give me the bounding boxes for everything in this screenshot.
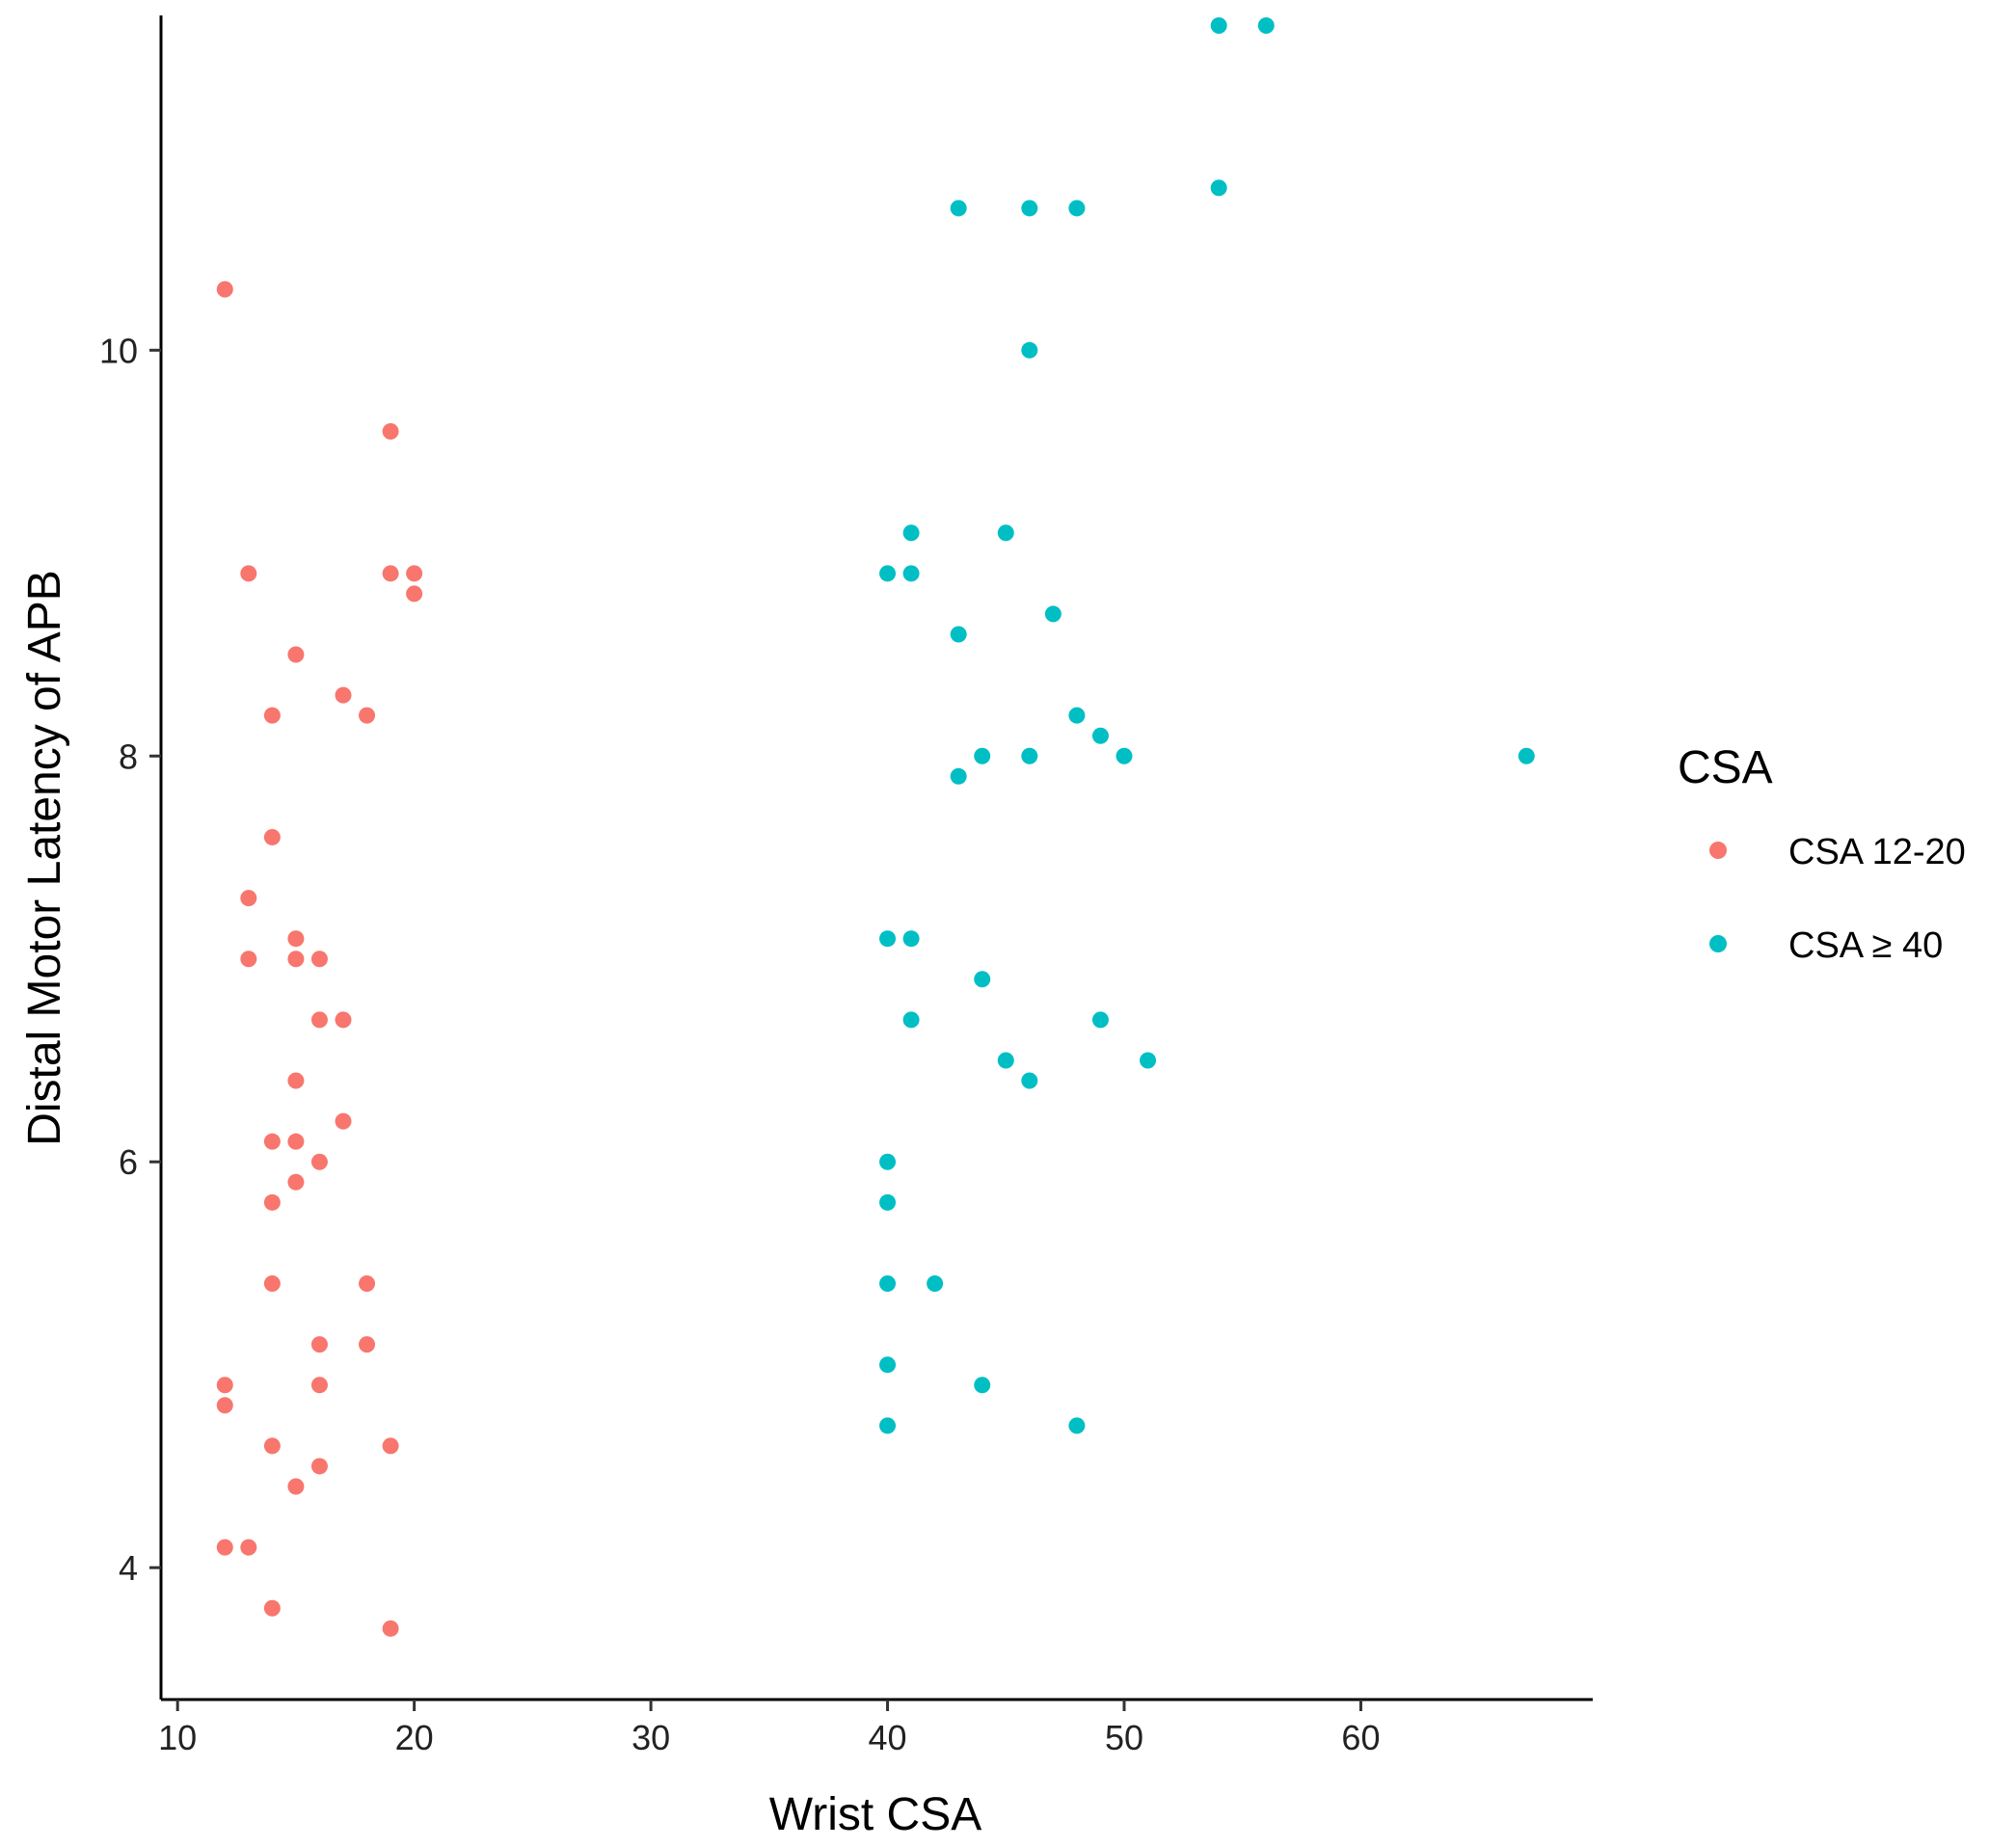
point-csa-12-20 [216,281,233,298]
point-csa-12-20 [359,1336,376,1353]
point-csa-12-20 [310,1336,328,1353]
point-csa-40-plus [879,1153,897,1170]
point-csa-12-20 [216,1539,233,1556]
point-csa-12-20 [263,1275,281,1293]
data-points [216,17,1535,1637]
point-csa-12-20 [240,890,257,907]
point-csa-12-20 [263,1133,281,1150]
point-csa-40-plus [879,1275,897,1293]
x-tick-label: 50 [1105,1718,1143,1757]
point-csa-12-20 [359,707,376,724]
point-csa-40-plus [1021,747,1038,764]
point-csa-12-20 [240,565,257,582]
legend-key-csa-40-plus [1709,935,1727,952]
legend-label-csa-12-20: CSA 12-20 [1788,832,1966,872]
point-csa-40-plus [1116,747,1133,764]
point-csa-40-plus [1068,707,1086,724]
point-csa-40-plus [879,565,897,582]
point-csa-12-20 [216,1377,233,1394]
point-csa-12-20 [240,951,257,968]
point-csa-12-20 [287,930,305,948]
point-csa-40-plus [902,1011,920,1029]
point-csa-40-plus [974,971,991,988]
x-tick-label: 60 [1341,1718,1380,1757]
point-csa-12-20 [310,1153,328,1170]
point-csa-40-plus [1021,200,1038,217]
point-csa-40-plus [902,930,920,948]
point-csa-12-20 [263,1193,281,1211]
point-csa-40-plus [1140,1052,1157,1069]
point-csa-12-20 [287,1133,305,1150]
point-csa-12-20 [406,585,423,603]
point-csa-12-20 [382,422,399,440]
point-csa-40-plus [1021,1072,1038,1089]
point-csa-12-20 [287,1478,305,1495]
x-tick-label: 20 [395,1718,434,1757]
point-csa-12-20 [382,1437,399,1455]
point-csa-40-plus [1091,1011,1109,1029]
point-csa-40-plus [1068,1417,1086,1434]
point-csa-12-20 [263,1437,281,1455]
x-axis-title: Wrist CSA [769,1789,981,1840]
point-csa-12-20 [310,951,328,968]
point-csa-40-plus [950,626,967,643]
point-csa-40-plus [1518,747,1535,764]
x-axis-ticks: 10 20 30 40 50 60 [158,1700,1380,1757]
point-csa-12-20 [263,1599,281,1617]
point-csa-12-20 [287,951,305,968]
point-csa-40-plus [902,524,920,542]
point-csa-40-plus [974,1377,991,1394]
point-csa-40-plus [1021,341,1038,359]
y-tick-label: 4 [119,1548,138,1588]
legend: CSA CSA 12-20 CSA ≥ 40 [1678,742,1966,966]
legend-title: CSA [1678,742,1773,793]
point-csa-40-plus [997,1052,1014,1069]
point-csa-12-20 [382,565,399,582]
point-csa-12-20 [216,1397,233,1414]
point-csa-40-plus [950,200,967,217]
point-csa-12-20 [287,1173,305,1191]
point-csa-12-20 [335,1011,352,1029]
point-csa-12-20 [310,1011,328,1029]
point-csa-40-plus [950,767,967,785]
x-tick-label: 10 [158,1718,197,1757]
point-csa-40-plus [1044,605,1062,623]
y-tick-label: 8 [119,737,138,776]
point-csa-12-20 [359,1275,376,1293]
point-csa-40-plus [1210,179,1227,197]
plot-area: 10 20 30 40 50 60 4 6 8 10 [99,15,1593,1757]
point-csa-40-plus [1210,17,1227,35]
legend-label-csa-40-plus: CSA ≥ 40 [1788,925,1943,966]
x-tick-label: 40 [869,1718,907,1757]
y-axis-title: Distal Motor Latency of APB [19,570,70,1146]
point-csa-12-20 [263,707,281,724]
legend-key-csa-12-20 [1709,842,1727,859]
point-csa-40-plus [927,1275,944,1293]
point-csa-40-plus [997,524,1014,542]
point-csa-40-plus [974,747,991,764]
point-csa-12-20 [287,646,305,663]
point-csa-12-20 [382,1620,399,1637]
point-csa-40-plus [879,930,897,948]
point-csa-40-plus [902,565,920,582]
y-tick-label: 6 [119,1142,138,1182]
point-csa-40-plus [879,1193,897,1211]
point-csa-40-plus [1068,200,1086,217]
point-csa-12-20 [335,686,352,704]
point-csa-12-20 [287,1072,305,1089]
point-csa-12-20 [335,1112,352,1130]
x-tick-label: 30 [632,1718,670,1757]
point-csa-12-20 [310,1377,328,1394]
point-csa-40-plus [879,1417,897,1434]
point-csa-12-20 [406,565,423,582]
point-csa-12-20 [240,1539,257,1556]
y-axis-ticks: 4 6 8 10 [99,331,161,1588]
point-csa-40-plus [1091,727,1109,744]
point-csa-12-20 [310,1458,328,1475]
y-tick-label: 10 [99,331,138,370]
point-csa-12-20 [263,828,281,845]
point-csa-40-plus [1257,17,1275,35]
point-csa-40-plus [879,1356,897,1374]
